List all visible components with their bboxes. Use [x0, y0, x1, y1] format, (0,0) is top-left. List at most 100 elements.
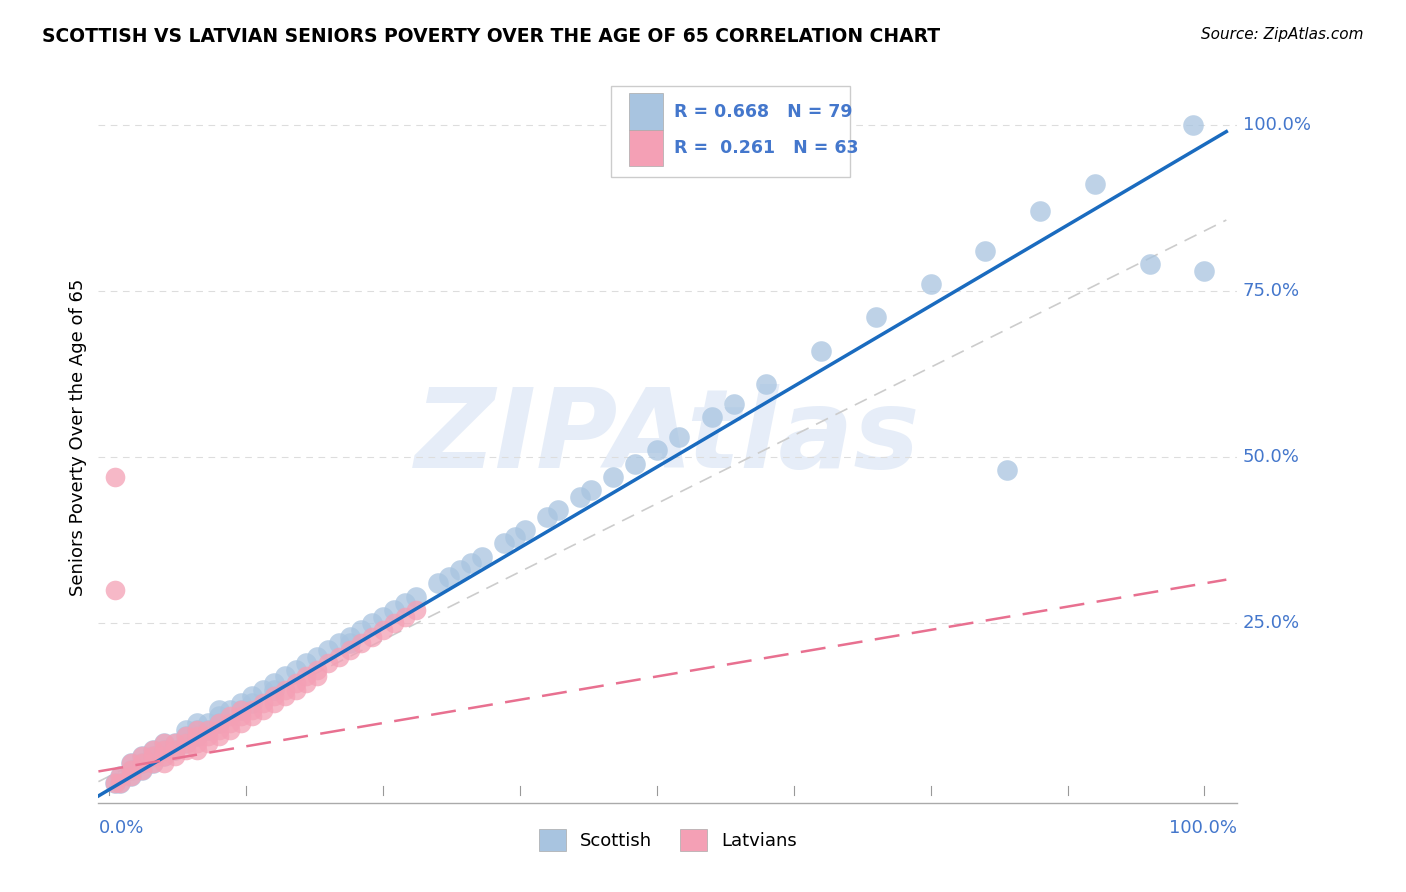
- Point: [165, 742, 187, 756]
- Point: [318, 643, 340, 657]
- Point: [1029, 204, 1052, 219]
- Point: [142, 749, 165, 764]
- Point: [339, 643, 361, 657]
- Point: [492, 536, 515, 550]
- Point: [371, 623, 394, 637]
- Point: [624, 457, 647, 471]
- Point: [208, 709, 231, 723]
- Text: ZIPAtlas: ZIPAtlas: [415, 384, 921, 491]
- Text: 100.0%: 100.0%: [1170, 820, 1237, 838]
- Point: [273, 690, 295, 704]
- Point: [318, 656, 340, 670]
- Point: [394, 596, 416, 610]
- Point: [810, 343, 832, 358]
- Point: [307, 663, 329, 677]
- Point: [142, 742, 165, 756]
- Point: [700, 410, 723, 425]
- Point: [382, 603, 405, 617]
- Point: [339, 636, 361, 650]
- Point: [284, 663, 307, 677]
- Point: [284, 676, 307, 690]
- Point: [350, 623, 373, 637]
- Point: [186, 736, 208, 750]
- Point: [252, 703, 274, 717]
- Point: [974, 244, 997, 258]
- Point: [104, 582, 127, 597]
- Point: [437, 570, 460, 584]
- FancyBboxPatch shape: [628, 94, 664, 130]
- Point: [186, 716, 208, 731]
- Text: SCOTTISH VS LATVIAN SENIORS POVERTY OVER THE AGE OF 65 CORRELATION CHART: SCOTTISH VS LATVIAN SENIORS POVERTY OVER…: [42, 27, 941, 45]
- Point: [186, 723, 208, 737]
- Point: [120, 763, 142, 777]
- Point: [645, 443, 668, 458]
- Point: [449, 563, 471, 577]
- Point: [361, 616, 384, 631]
- Point: [263, 696, 285, 710]
- Point: [382, 616, 405, 631]
- Point: [110, 776, 132, 790]
- Point: [174, 729, 197, 743]
- Point: [536, 509, 558, 524]
- Point: [165, 736, 187, 750]
- Point: [153, 742, 176, 756]
- Point: [131, 756, 153, 770]
- Point: [208, 716, 231, 731]
- Point: [142, 742, 165, 756]
- Point: [503, 530, 526, 544]
- Point: [339, 630, 361, 644]
- Point: [218, 723, 240, 737]
- Point: [153, 749, 176, 764]
- Point: [165, 736, 187, 750]
- Point: [229, 716, 252, 731]
- Point: [218, 716, 240, 731]
- Y-axis label: Seniors Poverty Over the Age of 65: Seniors Poverty Over the Age of 65: [69, 278, 87, 596]
- Point: [515, 523, 537, 537]
- Point: [208, 716, 231, 731]
- Point: [110, 769, 132, 783]
- Point: [197, 723, 219, 737]
- Point: [1182, 118, 1205, 132]
- Point: [131, 749, 153, 764]
- Point: [252, 682, 274, 697]
- Point: [197, 723, 219, 737]
- Point: [208, 723, 231, 737]
- Point: [394, 609, 416, 624]
- Point: [120, 756, 142, 770]
- Point: [569, 490, 592, 504]
- Text: R =  0.261   N = 63: R = 0.261 N = 63: [673, 139, 858, 157]
- Point: [142, 756, 165, 770]
- Point: [120, 769, 142, 783]
- Point: [153, 742, 176, 756]
- Point: [240, 690, 263, 704]
- Point: [165, 749, 187, 764]
- Point: [131, 749, 153, 764]
- Point: [120, 769, 142, 783]
- Point: [174, 729, 197, 743]
- Point: [405, 603, 427, 617]
- Point: [153, 756, 176, 770]
- Text: Source: ZipAtlas.com: Source: ZipAtlas.com: [1201, 27, 1364, 42]
- Point: [110, 769, 132, 783]
- Point: [1084, 178, 1107, 192]
- Point: [252, 696, 274, 710]
- Point: [229, 709, 252, 723]
- Point: [307, 649, 329, 664]
- Point: [120, 756, 142, 770]
- Point: [405, 590, 427, 604]
- Point: [240, 709, 263, 723]
- Point: [755, 376, 778, 391]
- Text: 25.0%: 25.0%: [1243, 615, 1301, 632]
- Point: [208, 729, 231, 743]
- Point: [165, 742, 187, 756]
- Point: [668, 430, 690, 444]
- Point: [350, 636, 373, 650]
- Text: 0.0%: 0.0%: [98, 820, 143, 838]
- FancyBboxPatch shape: [628, 130, 664, 167]
- Point: [120, 763, 142, 777]
- Point: [426, 576, 449, 591]
- Point: [142, 756, 165, 770]
- Point: [208, 703, 231, 717]
- Point: [197, 729, 219, 743]
- Legend: Scottish, Latvians: Scottish, Latvians: [530, 820, 806, 860]
